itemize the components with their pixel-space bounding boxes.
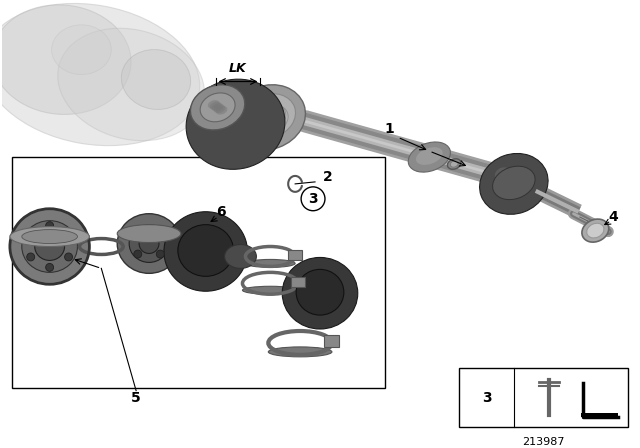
- Ellipse shape: [479, 154, 548, 214]
- Ellipse shape: [10, 227, 90, 246]
- Ellipse shape: [241, 105, 276, 134]
- Ellipse shape: [35, 233, 65, 260]
- Ellipse shape: [27, 232, 35, 240]
- Ellipse shape: [208, 99, 233, 122]
- Ellipse shape: [27, 253, 35, 261]
- Ellipse shape: [200, 93, 235, 122]
- Ellipse shape: [117, 224, 181, 242]
- Ellipse shape: [296, 269, 344, 315]
- Text: 3: 3: [482, 391, 492, 405]
- Ellipse shape: [117, 214, 181, 273]
- Ellipse shape: [52, 25, 111, 74]
- Ellipse shape: [241, 94, 296, 139]
- Ellipse shape: [282, 258, 358, 329]
- Ellipse shape: [216, 106, 227, 115]
- Ellipse shape: [22, 230, 77, 244]
- Ellipse shape: [183, 230, 204, 250]
- Ellipse shape: [493, 166, 535, 200]
- Ellipse shape: [210, 102, 221, 110]
- Ellipse shape: [139, 233, 159, 254]
- Ellipse shape: [416, 147, 443, 165]
- Text: 1: 1: [385, 122, 394, 136]
- Ellipse shape: [10, 209, 90, 284]
- Ellipse shape: [156, 250, 164, 258]
- Ellipse shape: [65, 253, 72, 261]
- Ellipse shape: [447, 159, 461, 169]
- Ellipse shape: [134, 250, 142, 258]
- Text: 4: 4: [609, 210, 618, 224]
- Ellipse shape: [208, 100, 220, 108]
- Bar: [291, 277, 305, 287]
- Text: 5: 5: [131, 391, 141, 405]
- Ellipse shape: [587, 223, 604, 238]
- Ellipse shape: [231, 85, 305, 150]
- Ellipse shape: [212, 103, 223, 112]
- Ellipse shape: [58, 28, 205, 141]
- Ellipse shape: [451, 161, 458, 167]
- Ellipse shape: [268, 347, 332, 357]
- Ellipse shape: [129, 224, 169, 263]
- Ellipse shape: [0, 4, 200, 146]
- Ellipse shape: [45, 222, 54, 230]
- Ellipse shape: [191, 85, 245, 130]
- Ellipse shape: [300, 274, 318, 292]
- Ellipse shape: [214, 104, 225, 113]
- Ellipse shape: [582, 219, 609, 242]
- Text: 6: 6: [216, 205, 225, 219]
- Circle shape: [301, 187, 325, 211]
- Ellipse shape: [122, 50, 191, 109]
- Ellipse shape: [408, 142, 451, 172]
- Text: 2: 2: [323, 170, 333, 184]
- Ellipse shape: [225, 245, 257, 268]
- Ellipse shape: [246, 259, 295, 267]
- Ellipse shape: [164, 212, 248, 291]
- Bar: [459, 368, 628, 427]
- Text: 213987: 213987: [522, 437, 565, 448]
- Ellipse shape: [186, 79, 285, 169]
- Bar: [288, 250, 302, 260]
- Ellipse shape: [495, 168, 512, 182]
- Bar: [324, 335, 339, 347]
- Bar: [581, 413, 618, 418]
- Text: LK: LK: [229, 61, 247, 74]
- Ellipse shape: [22, 221, 77, 272]
- Ellipse shape: [178, 224, 234, 276]
- Ellipse shape: [0, 5, 131, 114]
- Text: 3: 3: [308, 192, 318, 206]
- Ellipse shape: [65, 232, 72, 240]
- Bar: [12, 157, 385, 388]
- Ellipse shape: [243, 286, 298, 294]
- Ellipse shape: [156, 229, 164, 237]
- Ellipse shape: [45, 263, 54, 271]
- Ellipse shape: [134, 229, 142, 237]
